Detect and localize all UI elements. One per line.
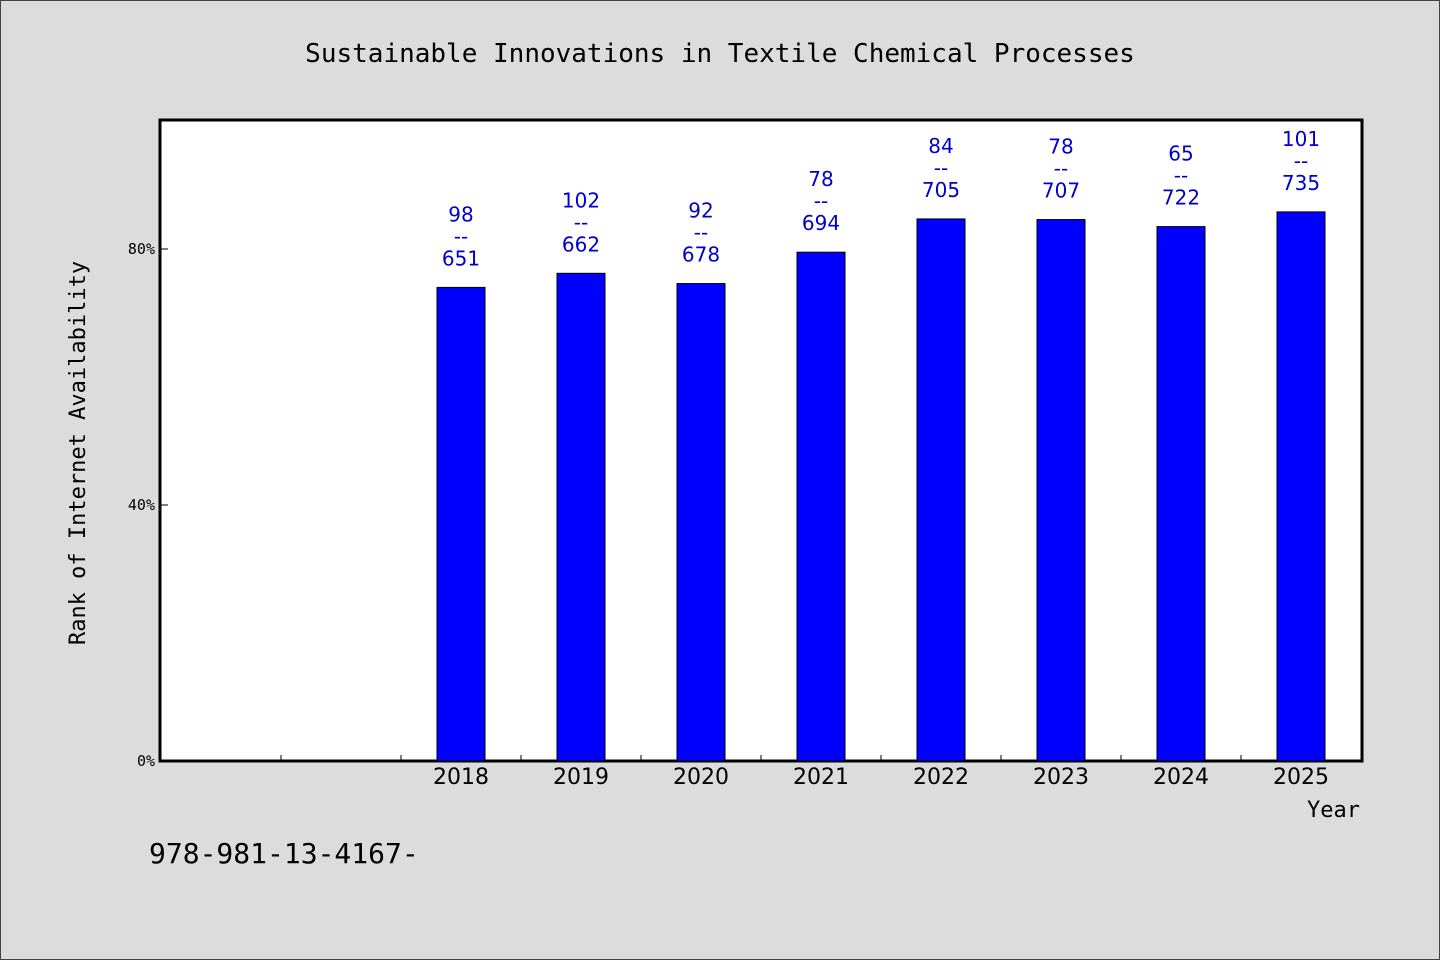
footnote-isbn: 978-981-13-4167- [149,837,419,870]
x-tick-label: 2023 [1033,765,1089,790]
bar-data-label: -- [1174,164,1188,188]
bar-2024 [1156,226,1206,762]
bar-data-label: -- [1054,157,1068,181]
bar-data-label: 678 [682,243,720,267]
bar-data-label: 651 [442,246,480,270]
bar-data-label: 705 [922,178,960,202]
x-tick-label: 2019 [553,765,609,790]
bar-data-label: 735 [1282,171,1320,195]
y-tick-label: 80% [128,240,155,258]
x-axis-label: Year [1307,798,1360,823]
bar-data-label: 84 [928,134,953,158]
x-tick-label: 2022 [913,765,969,790]
bar-data-label: 78 [808,167,833,191]
bar-data-label: -- [574,210,588,234]
bar-2023 [1036,219,1086,762]
bar-2018 [436,286,486,762]
bar-data-label: 92 [688,199,713,223]
bar-data-label: 662 [562,232,600,256]
bar-2020 [676,283,726,762]
bar-2019 [556,272,606,762]
x-tick-label: 2020 [673,765,729,790]
y-axis: 0% 40% 80% [128,240,168,770]
bar-data-label: 65 [1168,142,1193,166]
y-tick-label: 40% [128,496,155,514]
chart-title: Sustainable Innovations in Textile Chemi… [305,39,1135,69]
bar-data-label: 98 [448,202,473,226]
bar-labels-group: 98--651102--66292--67878--69484--70578--… [442,127,1320,271]
x-tick-label: 2024 [1153,765,1209,790]
x-tick-label: 2021 [793,765,849,790]
bar-data-label: -- [1294,149,1308,173]
bar-2025 [1276,211,1326,762]
bar-data-label: 722 [1162,186,1200,210]
y-tick-label: 0% [137,752,155,770]
x-axis: 2018 2019 2020 2021 2022 2023 2024 2025 [280,755,1329,790]
x-tick-label: 2018 [433,765,489,790]
bar-data-label: 694 [802,211,840,235]
y-axis-label: Rank of Internet Availability [66,261,91,645]
bar-data-label: 78 [1048,135,1073,159]
bar-data-label: -- [814,189,828,213]
bar-data-label: 707 [1042,179,1080,203]
bar-data-label: 102 [562,188,600,212]
bar-data-label: 101 [1282,127,1320,151]
bars-group [436,211,1326,762]
bar-data-label: -- [694,221,708,245]
x-tick-label: 2025 [1273,765,1329,790]
bar-2021 [796,251,846,762]
bar-2022 [916,218,966,762]
bar-data-label: -- [934,156,948,180]
bar-data-label: -- [454,224,468,248]
